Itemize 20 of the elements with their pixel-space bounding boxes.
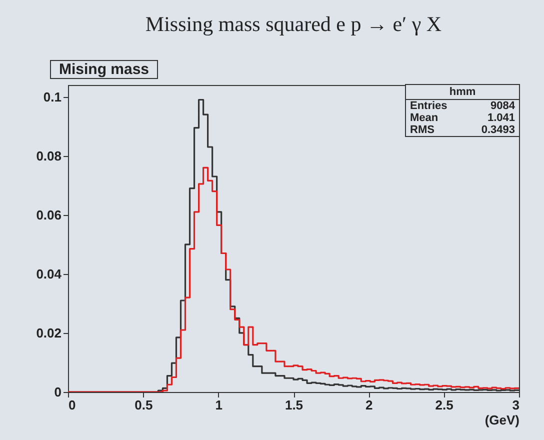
y-tick-label: 0.08: [36, 148, 62, 164]
y-tick-label: 0.02: [36, 325, 62, 340]
chart-subtitle: Mising mass: [50, 60, 158, 79]
text: Entries 9084: [410, 100, 515, 112]
text: Mean 1.041: [410, 112, 515, 124]
x-tick-label: 3: [512, 398, 520, 412]
x-tick-label: 0: [68, 398, 76, 412]
x-tick-label: 2: [366, 398, 373, 412]
y-tick-label: 0.04: [36, 266, 62, 282]
annotation: hmm: [406, 85, 519, 100]
y-tick-label: 0.1: [43, 89, 62, 104]
x-tick-label: 1.5: [284, 398, 304, 412]
text: RMS 0.3493: [410, 124, 515, 136]
y-tick-label: 0: [54, 384, 62, 400]
x-tick-label: 0.5: [134, 398, 153, 412]
x-tick-label: 1: [215, 398, 222, 412]
y-tick-label: 0.06: [36, 207, 62, 222]
chart-title: Missing mass squared e p → e′ γ X: [145, 12, 442, 36]
x-axis-title: (GeV): [484, 412, 520, 428]
x-tick-label: 2.5: [435, 398, 454, 412]
